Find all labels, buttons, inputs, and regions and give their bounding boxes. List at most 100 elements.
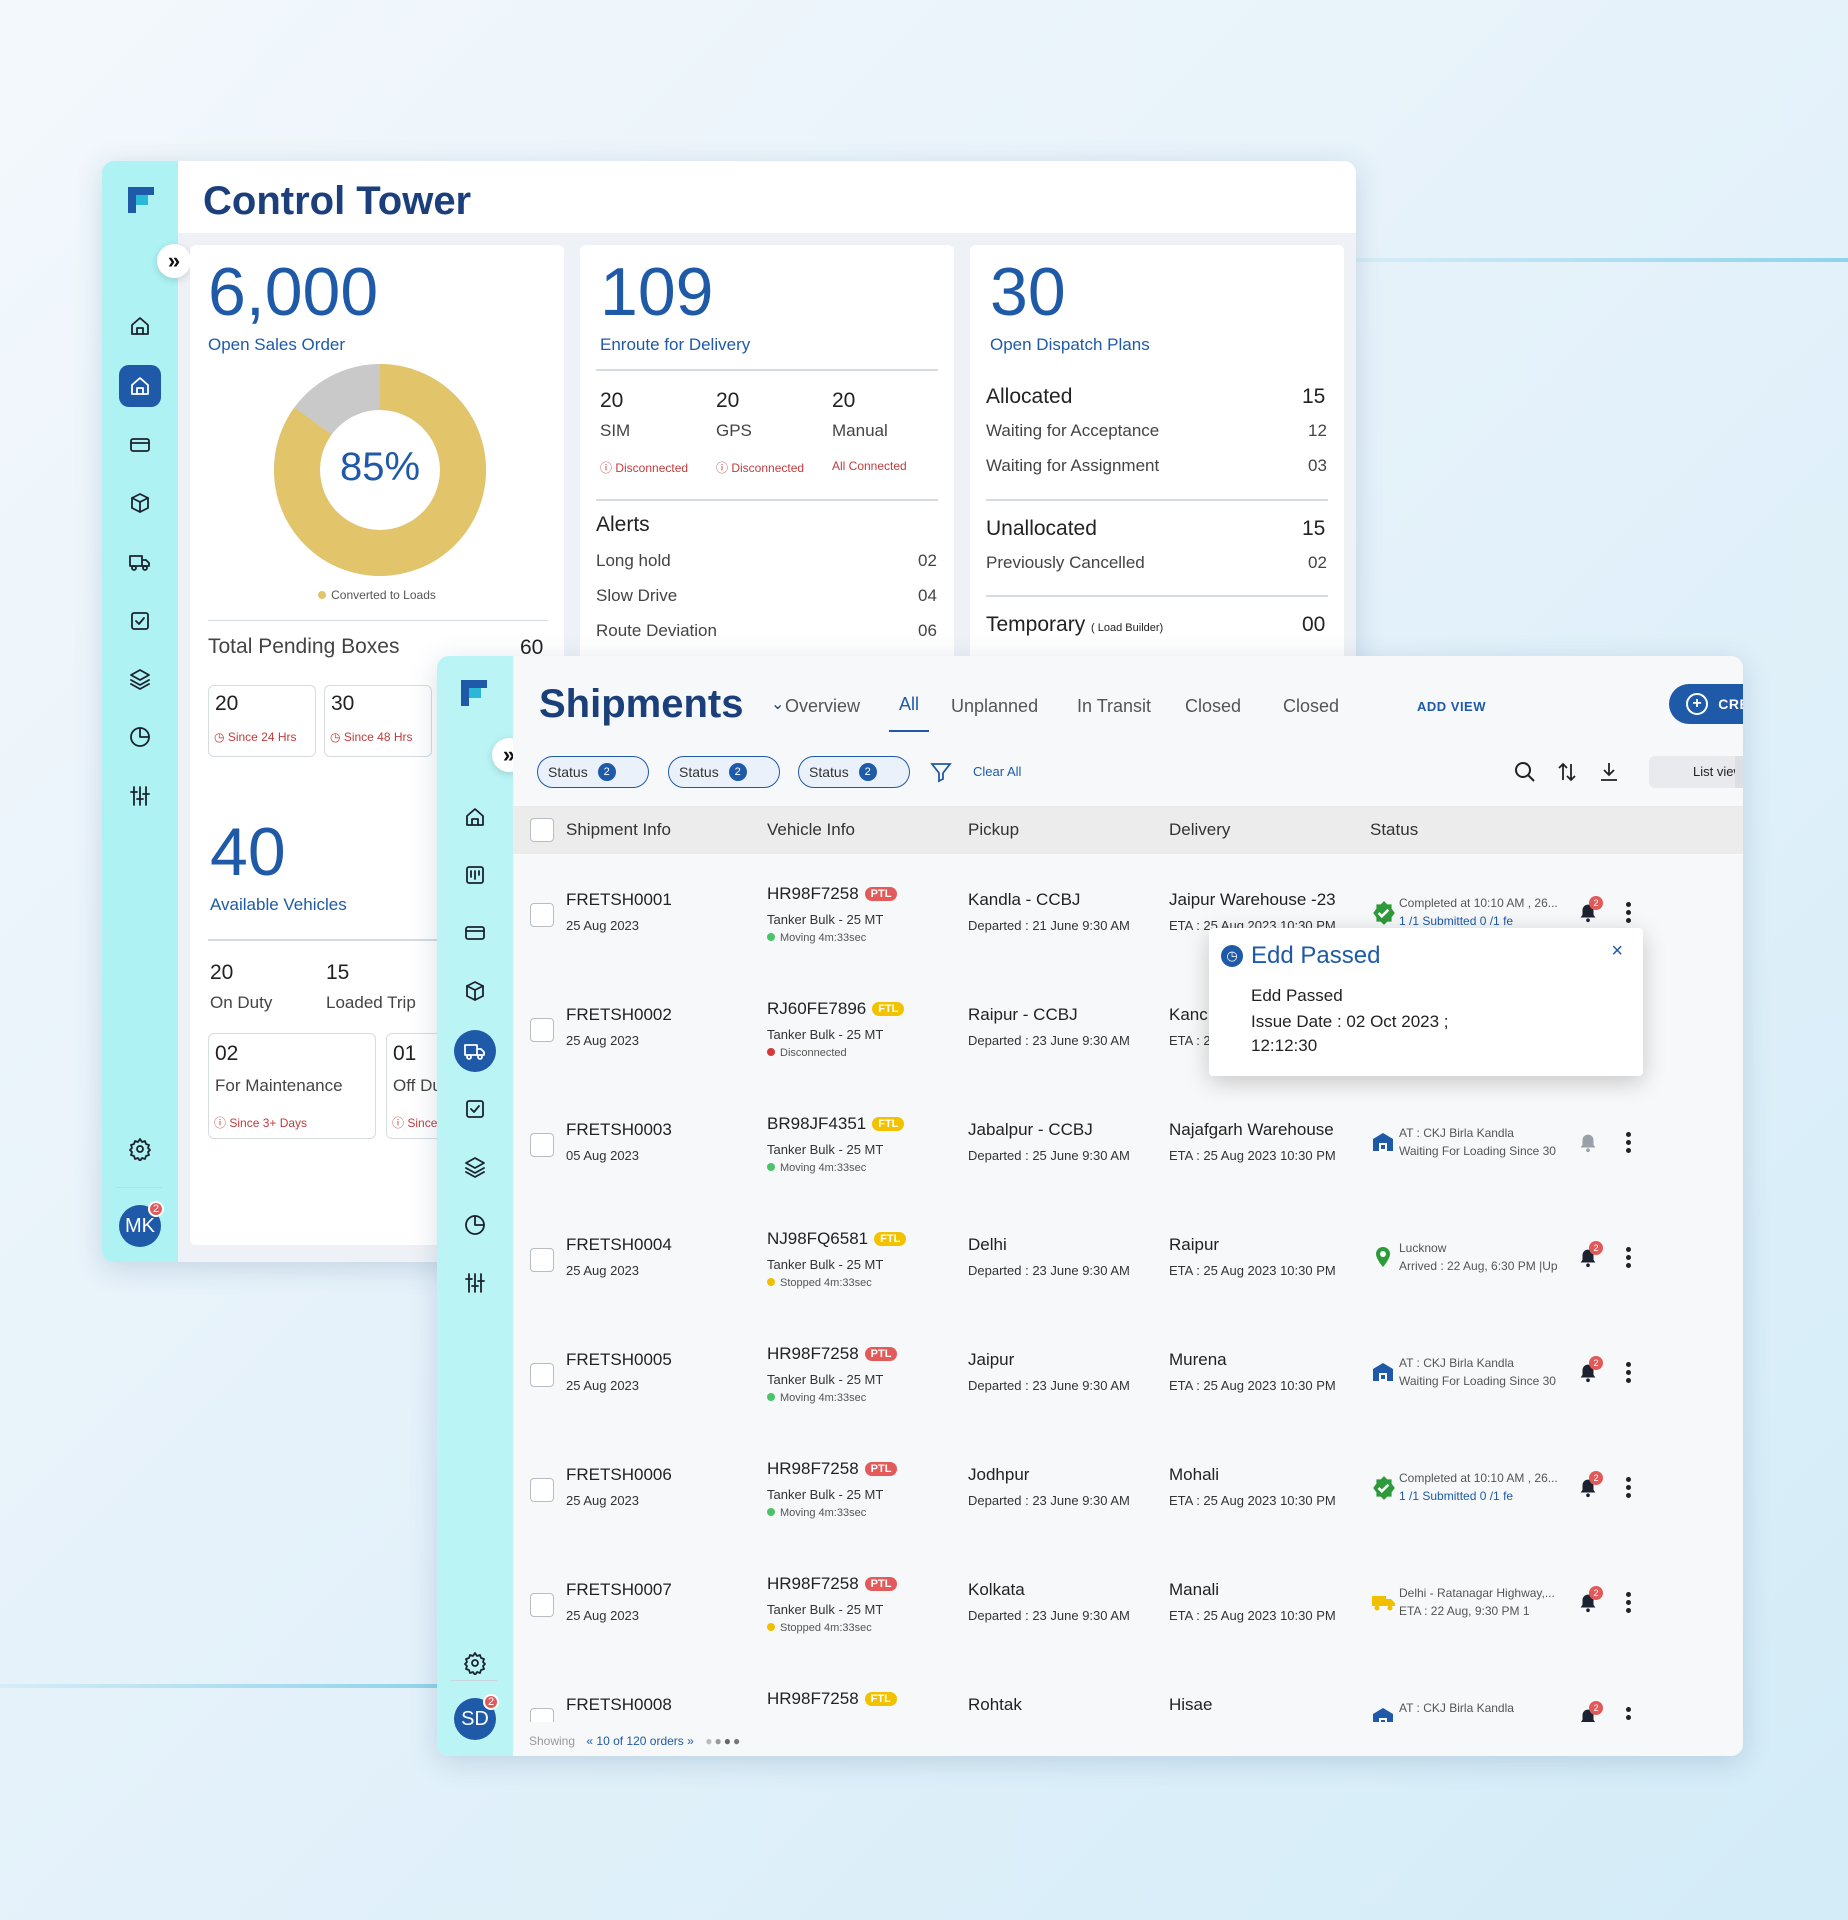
table-row[interactable]: FRETSH0004 25 Aug 2023 NJ98FQ6581 FTL Tanker…: [513, 1199, 1743, 1314]
pickup-location: Jaipur: [968, 1350, 1015, 1369]
create-button[interactable]: + CREATE: [1669, 684, 1743, 724]
shipment-id[interactable]: FRETSH0004: [566, 1235, 672, 1254]
more-actions-icon[interactable]: [1626, 1707, 1632, 1722]
table-row[interactable]: FRETSH0006 25 Aug 2023 HR98F7258 PTL Tanker …: [513, 1429, 1743, 1544]
row-checkbox[interactable]: [530, 1248, 554, 1272]
pending-box[interactable]: 30 ◷ Since 48 Hrs: [324, 685, 432, 757]
home-icon[interactable]: [454, 796, 496, 838]
more-actions-icon[interactable]: [1626, 902, 1632, 924]
pie-chart-icon[interactable]: [454, 1204, 496, 1246]
settings-icon[interactable]: [119, 1128, 161, 1170]
load-type-badge: FTL: [872, 1002, 905, 1016]
view-mode-select[interactable]: List view⌄: [1649, 756, 1743, 788]
close-icon[interactable]: ×: [1611, 940, 1623, 962]
settings-icon[interactable]: [454, 1642, 496, 1684]
sort-icon[interactable]: [1555, 760, 1579, 784]
tab-overview[interactable]: Overview: [785, 696, 861, 716]
shipment-id[interactable]: FRETSH0002: [566, 1005, 672, 1024]
next-page-icon[interactable]: »: [687, 1734, 694, 1748]
row-checkbox[interactable]: [530, 903, 554, 927]
more-actions-icon[interactable]: [1626, 1132, 1632, 1154]
layers-icon[interactable]: [454, 1146, 496, 1188]
dashboard-icon[interactable]: [119, 365, 161, 407]
shipment-date: 05 Aug 2023: [566, 1148, 640, 1163]
checklist-icon[interactable]: [119, 600, 161, 642]
vehicle-status: Moving 4m:33sec: [767, 1162, 866, 1174]
pickup-departed: Departed : 23 June 9:30 AM: [968, 1378, 1130, 1393]
notification-bell-icon[interactable]: [1577, 1130, 1599, 1154]
page-dots[interactable]: ●●●●: [705, 1734, 743, 1748]
pending-box[interactable]: 20 ◷ Since 24 Hrs: [208, 685, 316, 757]
truck-icon[interactable]: [454, 1030, 496, 1072]
layers-icon[interactable]: [119, 658, 161, 700]
checklist-icon[interactable]: [454, 1088, 496, 1130]
table-row[interactable]: FRETSH0003 05 Aug 2023 BR98JF4351 FTL Tanker…: [513, 1084, 1743, 1199]
chip-count: 2: [597, 763, 616, 781]
table-row[interactable]: FRETSH0001 25 Aug 2023 HR98F7258 PTL Tanker …: [513, 854, 1743, 969]
tab-unplanned[interactable]: Unplanned: [951, 696, 1039, 716]
row-checkbox[interactable]: [530, 1363, 554, 1387]
search-icon[interactable]: [1513, 760, 1537, 784]
more-actions-icon[interactable]: [1626, 1592, 1632, 1614]
clear-all-link[interactable]: Clear All: [973, 764, 1022, 779]
expand-sidebar-button[interactable]: »: [157, 244, 191, 278]
column-header[interactable]: Shipment Info: [566, 820, 671, 839]
row-checkbox[interactable]: [530, 1708, 554, 1722]
table-row[interactable]: FRETSH0008 HR98F7258 FTL Rohtak Hisae AT : CK…: [513, 1659, 1743, 1722]
home-icon[interactable]: [119, 305, 161, 347]
more-actions-icon[interactable]: [1626, 1247, 1632, 1269]
table-row[interactable]: FRETSH0007 25 Aug 2023 HR98F7258 PTL Tanker …: [513, 1544, 1743, 1659]
select-all-checkbox[interactable]: [530, 818, 554, 842]
status-filter-chip[interactable]: Status 2: [668, 756, 780, 788]
row-checkbox[interactable]: [530, 1593, 554, 1617]
tab-closed-2[interactable]: Closed: [1283, 696, 1340, 716]
column-header[interactable]: Delivery: [1169, 820, 1231, 839]
shipment-id[interactable]: FRETSH0003: [566, 1120, 672, 1139]
shipment-id[interactable]: FRETSH0007: [566, 1580, 672, 1599]
more-actions-icon[interactable]: [1626, 1362, 1632, 1384]
shipment-id[interactable]: FRETSH0001: [566, 890, 672, 909]
row-checkbox[interactable]: [530, 1133, 554, 1157]
dispatch-label: Open Dispatch Plans: [990, 335, 1150, 354]
avatar[interactable]: SD 2: [454, 1694, 499, 1740]
sliders-icon[interactable]: [454, 1262, 496, 1304]
table-row[interactable]: FRETSH0002 25 Aug 2023 RJ60FE7896 FTL Tanker…: [513, 969, 1743, 1084]
shipment-id[interactable]: FRETSH0005: [566, 1350, 672, 1369]
pickup-departed: Departed : 23 June 9:30 AM: [968, 1033, 1130, 1048]
tab-all[interactable]: All: [899, 694, 920, 714]
vehicle-status: Stopped 4m:33sec: [767, 1622, 872, 1634]
loaded-trip-label: Loaded Trip: [326, 993, 416, 1012]
title-dropdown-chevron-icon[interactable]: ⌄: [771, 696, 785, 713]
add-view-button[interactable]: ADD VIEW: [1417, 699, 1486, 714]
column-header[interactable]: Status: [1370, 820, 1419, 839]
sliders-icon[interactable]: [119, 775, 161, 817]
pie-chart-icon[interactable]: [119, 716, 161, 758]
row-checkbox[interactable]: [530, 1478, 554, 1502]
shipment-id[interactable]: FRETSH0008: [566, 1695, 672, 1714]
prev-page-icon[interactable]: «: [586, 1734, 594, 1748]
maintenance-box[interactable]: 02 For Maintenance ⓘ Since 3+ Days: [208, 1033, 376, 1139]
truck-icon[interactable]: [119, 541, 161, 583]
column-header[interactable]: Vehicle Info: [767, 820, 855, 839]
avatar[interactable]: MK 2: [119, 1201, 164, 1247]
status-filter-chip[interactable]: Status 2: [537, 756, 649, 788]
package-icon[interactable]: [119, 482, 161, 524]
table-row[interactable]: FRETSH0005 25 Aug 2023 HR98F7258 PTL Tanker …: [513, 1314, 1743, 1429]
shipment-id[interactable]: FRETSH0006: [566, 1465, 672, 1484]
filter-icon[interactable]: [929, 760, 953, 784]
more-actions-icon[interactable]: [1626, 1477, 1632, 1499]
status-filter-chip[interactable]: Status 2: [798, 756, 910, 788]
vehicle-type: Tanker Bulk - 25 MT: [767, 1027, 884, 1042]
status-dot: [767, 1278, 775, 1286]
download-icon[interactable]: [1597, 760, 1621, 784]
tab-in-transit[interactable]: In Transit: [1077, 696, 1152, 716]
board-icon[interactable]: [454, 854, 496, 896]
card-icon[interactable]: [119, 424, 161, 466]
row-checkbox[interactable]: [530, 1018, 554, 1042]
load-type-badge: FTL: [864, 1692, 897, 1706]
package-icon[interactable]: [454, 970, 496, 1012]
tab-closed[interactable]: Closed: [1185, 696, 1242, 716]
column-header[interactable]: Pickup: [968, 820, 1020, 839]
card-icon[interactable]: [454, 912, 496, 954]
vehicle-status-text: Stopped 4m:33sec: [780, 1622, 872, 1634]
